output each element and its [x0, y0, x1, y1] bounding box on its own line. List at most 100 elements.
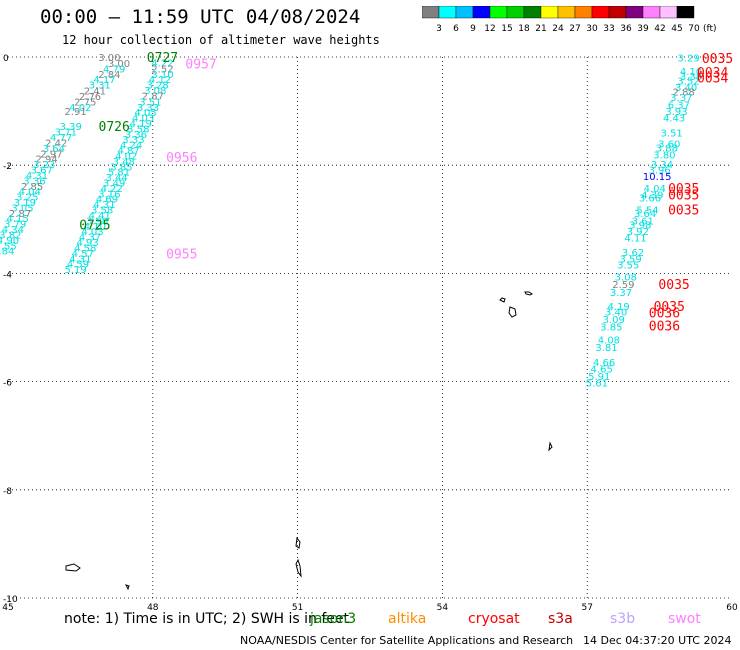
wave-height-label: 4.04 [644, 184, 666, 195]
wave-height-label: 3.64 [43, 144, 65, 155]
wave-height-label: 3.85 [110, 162, 132, 173]
satellite-legend-s3b: s3b [610, 611, 636, 627]
island-outline [295, 558, 302, 578]
wave-height-label: 3.67 [31, 166, 53, 177]
wave-height-label: 3.19 [14, 198, 36, 209]
pass-time-label: 0035 [702, 52, 733, 67]
wave-height-label: 3.51 [661, 129, 683, 140]
wave-height-label: 4.22 [151, 58, 173, 69]
legend-swatch [676, 6, 695, 19]
wave-height-label: 3.00 [108, 59, 130, 70]
wave-height-label: 4.66 [593, 358, 615, 369]
satellite-legend-swot: swot [668, 611, 701, 627]
wave-height-label: 2.52 [151, 64, 173, 75]
wave-height-label: 5.61 [586, 379, 608, 390]
island-outline [295, 536, 301, 549]
wave-height-label: 4.24 [120, 141, 142, 152]
wave-height-label: 3.44 [105, 173, 127, 184]
generated-time: 14 Dec 04:37:20 UTC 2024 [583, 634, 732, 647]
wave-height-label: 4.77 [50, 133, 72, 144]
legend-tick-label: 70 [688, 24, 700, 34]
pass-time-label: 0035 [654, 300, 685, 315]
wave-height-label: 2.84 [98, 70, 120, 81]
wave-height-label: 4.39 [641, 190, 663, 201]
wave-height-label: 3.71 [55, 128, 77, 139]
legend-tick-label: 12 [484, 24, 495, 34]
wave-height-label: 4.93 [77, 238, 99, 249]
wave-height-label: 4.15 [7, 214, 29, 225]
pass-time-label: 0035 [668, 188, 699, 203]
island-outline [508, 306, 517, 318]
y-tick-label: -4 [3, 270, 12, 280]
wave-height-label: 3.34 [651, 160, 673, 171]
wave-height-label: 2.87 [142, 91, 164, 102]
y-tick-label: -8 [3, 487, 12, 497]
wave-height-label: 4.65 [591, 365, 613, 376]
satellite-legend-jason3: jason3 [310, 611, 357, 627]
wave-height-label: 3.36 [23, 176, 45, 187]
wave-height-label: 3.05 [11, 203, 33, 214]
note-row: note: 1) Time is in UTC; 2) SWH is in fe… [0, 611, 740, 631]
pass-time-label: 0034 [697, 72, 728, 87]
wave-height-label: 4.41 [89, 211, 111, 222]
y-tick-label: 0 [3, 54, 9, 64]
wave-height-label: 4.02 [115, 151, 137, 162]
wave-height-label: 4.10 [84, 222, 106, 233]
wave-height-label: 3.80 [653, 150, 675, 161]
page-title: 00:00 — 11:59 UTC 04/08/2024 [40, 6, 361, 28]
credit-line: NOAA/NESDIS Center for Satellite Applica… [240, 634, 574, 647]
wave-height-label: 3.16 [98, 189, 120, 200]
wave-height-label: 6.37 [668, 101, 690, 112]
wave-height-label: 3.09 [603, 315, 625, 326]
wave-height-label: 4.37 [79, 233, 101, 244]
wave-height-label: 4.19 [130, 119, 152, 130]
legend-tick-label: 42 [654, 24, 665, 34]
wave-height-label: 2.42 [45, 138, 67, 149]
wave-height-label: 2.76 [79, 92, 101, 103]
wave-height-label: 3.90 [86, 216, 108, 227]
wave-height-label: 4.19 [607, 302, 629, 313]
wave-height-label: 3.37 [610, 288, 632, 299]
wave-height-label: 3.81 [595, 343, 617, 354]
wave-height-label: 3.40 [675, 83, 697, 94]
wave-height-label: 3.28 [146, 81, 168, 92]
pass-time-label: 0726 [99, 120, 130, 135]
wave-height-label: 3.51 [139, 97, 161, 108]
x-tick-label: 57 [581, 603, 592, 612]
wave-height-label: 4.02 [69, 103, 91, 114]
wave-height-label: 3.23 [33, 160, 55, 171]
wave-height-label: 3.38 [680, 72, 702, 83]
wave-height-label: 10.15 [643, 172, 672, 183]
satellite-legend-s3a: s3a [548, 611, 573, 627]
wave-height-label: 3.25 [16, 193, 38, 204]
x-tick-label: 60 [726, 603, 738, 612]
wave-height-label: 3.08 [144, 86, 166, 97]
wave-height-label: 3.55 [0, 241, 17, 252]
wave-height-label: 3.29 [677, 54, 699, 65]
x-tick-label: 51 [292, 603, 303, 612]
wave-height-label: 3.88 [656, 143, 678, 154]
wave-height-label: 3.64 [634, 209, 656, 220]
wave-height-label: 3.66 [639, 194, 661, 205]
wave-height-label: 4.31 [93, 200, 115, 211]
legend-tick-label: 33 [603, 24, 614, 34]
wave-height-label: 2.75 [74, 97, 96, 108]
wave-height-label: 3.92 [627, 227, 649, 238]
pass-time-label: 0955 [166, 247, 197, 262]
wave-height-label: 4.08 [598, 335, 620, 346]
wave-height-label: 4.69 [96, 195, 118, 206]
legend-tick-label: 36 [620, 24, 632, 34]
wave-height-label: 3.61 [632, 216, 654, 227]
island-outline [499, 297, 506, 303]
legend-tick-label: 21 [535, 24, 546, 34]
wave-height-label: 3.10 [151, 70, 173, 81]
wave-height-label: 3.62 [622, 248, 644, 259]
pass-time-label: 0725 [79, 219, 110, 234]
wave-height-label: 3.84 [0, 247, 14, 258]
legend-tick-label: 24 [552, 24, 564, 34]
wave-height-label: 3.36 [125, 130, 147, 141]
wave-height-label: 4.59 [67, 260, 89, 271]
wave-height-label: 3.96 [648, 166, 670, 177]
wave-height-label: 4.87 [118, 146, 140, 157]
pass-time-label: 0957 [185, 57, 216, 72]
